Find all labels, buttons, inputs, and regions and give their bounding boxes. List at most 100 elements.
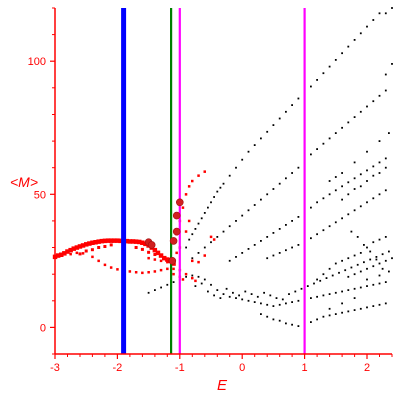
data-point	[278, 319, 281, 322]
data-points-layer	[52, 7, 393, 329]
x-tick-label: -3	[50, 362, 60, 374]
data-point	[366, 278, 368, 281]
data-point	[341, 259, 343, 262]
data-point	[366, 150, 368, 153]
data-point	[328, 307, 331, 310]
data-point	[200, 282, 203, 285]
data-point	[247, 150, 250, 153]
data-point	[69, 252, 72, 256]
data-point	[281, 298, 284, 301]
data-point	[269, 294, 272, 297]
data-point	[108, 238, 114, 243]
data-point	[366, 267, 368, 270]
data-point	[334, 176, 337, 178]
data-point	[372, 265, 375, 268]
data-point	[291, 172, 293, 174]
x-tick-label: 1	[302, 362, 308, 374]
data-point	[372, 197, 375, 200]
data-point	[84, 242, 89, 247]
data-point	[184, 272, 188, 276]
data-point	[59, 252, 64, 257]
data-point	[341, 302, 343, 305]
data-point	[235, 297, 237, 299]
data-point	[219, 186, 222, 189]
axes	[54, 8, 392, 355]
data-point	[185, 275, 187, 278]
data-point	[322, 315, 325, 318]
data-point	[391, 7, 393, 9]
data-point	[77, 244, 83, 249]
data-point	[378, 12, 381, 15]
data-point	[272, 305, 275, 307]
data-point	[187, 219, 191, 223]
data-point	[256, 295, 259, 298]
data-point	[359, 205, 362, 208]
data-point	[260, 137, 262, 140]
data-point	[278, 117, 281, 120]
data-point	[378, 140, 381, 142]
vertical-lines-layer	[121, 8, 306, 354]
data-point	[147, 256, 150, 260]
data-point	[356, 236, 359, 238]
data-point	[285, 224, 287, 226]
data-point	[328, 225, 331, 228]
data-point	[366, 306, 368, 309]
data-point	[158, 253, 164, 258]
data-point	[334, 189, 337, 192]
data-point	[162, 255, 167, 261]
data-point	[378, 172, 381, 174]
data-point	[203, 278, 206, 281]
data-point	[191, 179, 194, 183]
x-tick-label: 0	[239, 362, 245, 374]
data-point	[124, 238, 129, 244]
data-point	[359, 307, 362, 310]
data-point	[375, 256, 378, 258]
data-point	[384, 73, 387, 76]
data-point	[347, 121, 350, 124]
data-point	[347, 289, 350, 291]
data-point	[384, 259, 387, 262]
data-point	[191, 257, 194, 260]
data-point	[363, 244, 365, 246]
data-point	[105, 238, 111, 243]
data-point	[378, 274, 381, 277]
data-point	[260, 313, 262, 315]
data-point	[334, 313, 337, 315]
data-point	[84, 249, 88, 253]
data-point	[375, 258, 378, 261]
x-axis-label: E	[217, 377, 228, 394]
data-point	[200, 217, 203, 220]
data-point	[90, 248, 94, 252]
data-point	[359, 32, 362, 35]
data-point	[325, 277, 328, 279]
data-point	[322, 229, 325, 232]
data-point	[341, 126, 343, 129]
data-point	[235, 166, 237, 169]
data-point	[216, 236, 219, 238]
data-point	[341, 217, 343, 220]
data-point	[115, 238, 120, 243]
data-point	[241, 252, 244, 254]
data-point	[191, 274, 194, 277]
data-point	[353, 209, 356, 212]
data-point	[347, 193, 350, 196]
data-point	[153, 253, 157, 256]
y-ticks: 0 50 100	[28, 7, 55, 355]
data-point	[291, 246, 293, 249]
data-point	[210, 283, 212, 286]
data-point	[334, 59, 337, 61]
data-point	[266, 257, 269, 260]
data-point	[147, 291, 150, 294]
data-point	[91, 255, 94, 259]
data-point	[328, 65, 331, 68]
data-point	[297, 299, 300, 302]
data-point	[334, 221, 337, 224]
data-point	[103, 245, 107, 248]
data-point	[272, 318, 275, 321]
data-point	[353, 188, 356, 190]
x-ticks: -3 -2 -1 0 1 2	[50, 354, 393, 374]
data-point	[228, 295, 231, 298]
data-point	[372, 100, 375, 103]
